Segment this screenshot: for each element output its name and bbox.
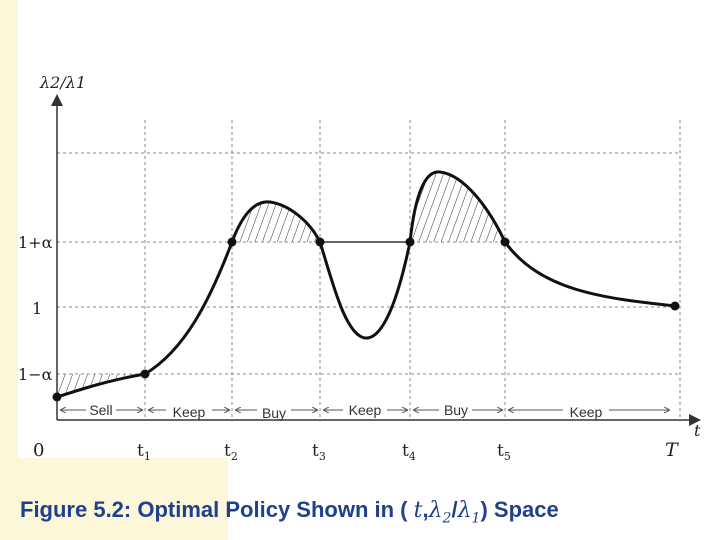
hatch-region-buy-2 [410, 171, 505, 242]
x-origin-label: 0 [33, 440, 44, 461]
ratio-curve [56, 170, 676, 399]
dashed-guides [57, 120, 681, 420]
caption-prefix: Figure 5.2: Optimal Policy Shown in ( [20, 497, 408, 522]
y-tick-one-plus-alpha: 1+α [18, 233, 53, 252]
hatch-region-sell [57, 374, 145, 397]
segment-label-sell: Sell [89, 402, 112, 418]
hatch-region-buy-1 [232, 201, 320, 242]
x-axis-label: t [694, 421, 701, 440]
point-t2 [227, 237, 237, 247]
caption-comma: , [422, 497, 429, 522]
point-t5 [500, 237, 510, 247]
x-tick-t1: t1 [137, 441, 151, 463]
segment-label-buy-1: Buy [262, 405, 286, 421]
caption-sub-2: 2 [442, 510, 452, 527]
point-start [52, 392, 62, 402]
caption-t: t [413, 498, 423, 523]
x-end-label: T [665, 439, 679, 461]
segment-label-buy-2: Buy [444, 402, 468, 418]
caption-suffix: ) Space [480, 497, 559, 522]
caption-slash: / [451, 497, 458, 522]
policy-diagram: Sell Keep Buy Keep Buy Keep λ2/λ1 1+α 1 … [18, 73, 701, 463]
point-t1 [140, 369, 150, 379]
y-axis-label: λ2/λ1 [39, 73, 86, 92]
point-t4 [405, 237, 415, 247]
y-tick-one-minus-alpha: 1−α [18, 365, 53, 384]
figure-caption: Figure 5.2: Optimal Policy Shown in ( t,… [20, 497, 559, 526]
x-tick-t3: t3 [312, 441, 326, 463]
caption-lambda-1: λ [457, 498, 472, 523]
caption-sub-1: 1 [471, 510, 481, 527]
y-tick-one: 1 [32, 299, 42, 318]
left-background-strip [0, 0, 18, 540]
x-tick-t2: t2 [224, 441, 238, 463]
bottom-background-strip [0, 458, 228, 540]
caption-lambda-2: λ [428, 498, 443, 523]
segment-label-keep-1: Keep [173, 404, 206, 420]
point-end [670, 301, 680, 311]
key-points [52, 237, 680, 402]
segment-label-keep-3: Keep [570, 404, 603, 420]
x-tick-t4: t4 [402, 441, 416, 463]
segment-label-keep-2: Keep [349, 402, 382, 418]
x-tick-t5: t5 [497, 441, 511, 463]
point-t3 [315, 237, 325, 247]
